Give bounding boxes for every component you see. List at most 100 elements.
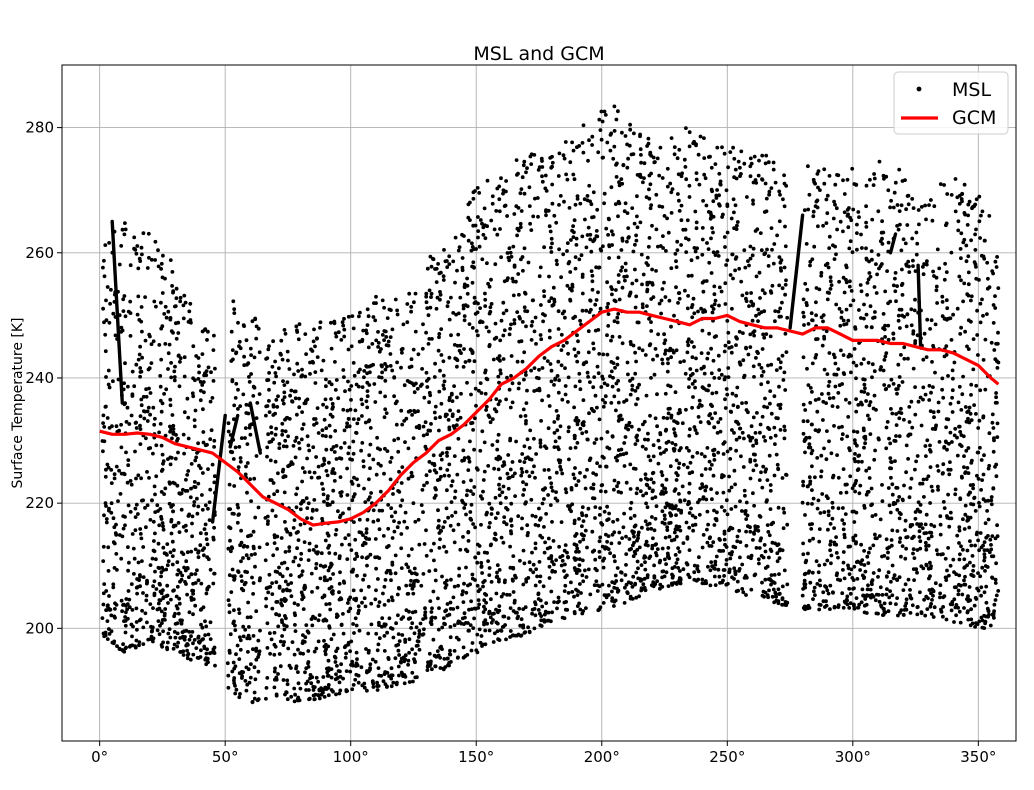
msl-point [675,156,680,161]
msl-point [549,485,554,490]
msl-point [347,506,351,511]
msl-point [476,229,481,234]
msl-point [606,301,610,306]
msl-point [931,615,936,619]
msl-point [767,555,771,560]
msl-point [495,574,499,579]
msl-point [159,609,164,614]
msl-point [733,268,737,273]
msl-point [744,291,749,296]
msl-point [403,440,407,444]
msl-point [532,464,536,469]
msl-point [552,213,557,218]
msl-point [519,209,524,213]
msl-point [285,566,290,571]
msl-point [992,436,996,441]
msl-point [947,524,952,529]
msl-point [855,247,859,252]
msl-point [978,301,983,306]
msl-point [203,633,208,637]
msl-point [136,266,141,271]
msl-point [735,385,740,390]
msl-point [508,629,513,633]
msl-point [757,478,762,482]
msl-point [784,184,789,188]
msl-point [574,236,579,241]
msl-point [742,248,747,253]
msl-point [603,113,608,117]
msl-point [616,280,621,284]
msl-point [815,582,820,586]
msl-point [336,330,341,335]
msl-point [315,406,320,410]
msl-point [194,354,199,358]
msl-point [586,375,590,379]
msl-point [839,348,843,353]
msl-point [425,480,429,485]
msl-point [816,429,821,434]
msl-point [410,547,414,551]
msl-point [427,288,432,293]
msl-point [614,408,618,413]
msl-point [952,360,957,365]
msl-point [684,446,689,450]
msl-point [569,509,573,514]
msl-point [342,428,347,433]
msl-point [834,302,839,307]
msl-point [457,245,462,250]
msl-point [157,430,162,435]
msl-point [130,608,135,612]
msl-point [257,350,262,355]
msl-point [882,383,887,387]
msl-point [821,418,825,422]
msl-point [540,165,545,169]
msl-point [549,368,554,373]
msl-point [212,480,217,485]
msl-point [978,531,983,535]
msl-point [351,683,356,687]
msl-point [508,606,513,610]
msl-point [486,559,490,563]
msl-point [143,295,148,299]
msl-point [650,515,654,519]
msl-point [986,614,990,619]
msl-point [109,481,114,485]
msl-point [578,539,582,544]
msl-point [591,471,596,475]
msl-point [554,258,559,263]
msl-point [487,284,492,289]
msl-point [928,501,932,505]
msl-point [557,378,561,383]
msl-point [254,416,259,420]
msl-point [622,464,627,468]
msl-point [752,333,756,338]
msl-point [887,503,892,508]
msl-point [639,563,644,567]
msl-point [141,642,146,646]
msl-point [226,598,231,603]
msl-point [667,534,672,539]
msl-point [417,632,422,636]
msl-point [950,440,954,444]
msl-point [106,545,111,550]
msl-point [174,296,179,301]
msl-point [657,445,662,450]
msl-point [886,240,891,245]
msl-point [957,557,962,562]
msl-point [593,557,598,562]
msl-point [930,360,934,364]
msl-point [961,299,965,304]
msl-point [402,383,407,388]
msl-point [740,587,745,591]
msl-point [198,655,203,659]
msl-point [347,445,352,450]
msl-point [921,566,926,571]
msl-point [746,524,750,529]
msl-point [424,473,429,478]
msl-point [523,414,528,418]
msl-point [602,109,607,114]
msl-point [888,441,893,446]
msl-point [573,466,577,470]
msl-point [515,310,520,314]
msl-point [135,591,140,596]
